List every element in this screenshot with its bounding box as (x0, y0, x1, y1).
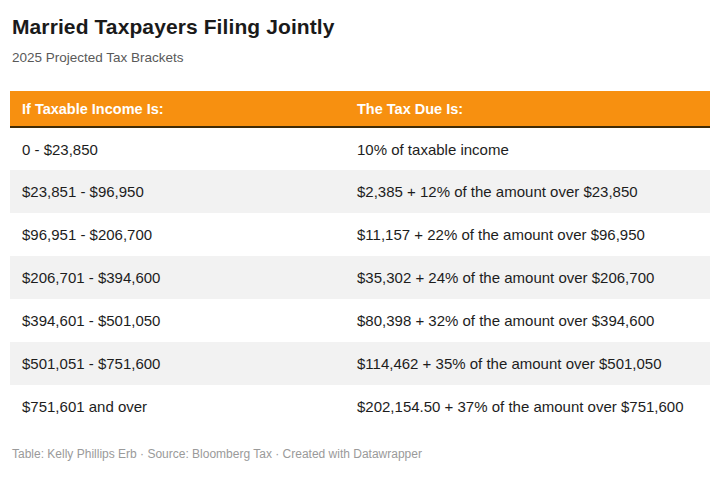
tax-due-cell: $35,302 + 24% of the amount over $206,70… (345, 256, 710, 299)
income-range-cell: $394,601 - $501,050 (10, 299, 345, 342)
income-range-cell: 0 - $23,850 (10, 127, 345, 170)
tax-due-cell: $80,398 + 32% of the amount over $394,60… (345, 299, 710, 342)
table-row: $96,951 - $206,700 $11,157 + 22% of the … (10, 213, 710, 256)
table-header: If Taxable Income Is: The Tax Due Is: (10, 91, 710, 127)
income-range-cell: $501,051 - $751,600 (10, 342, 345, 385)
tax-brackets-table: If Taxable Income Is: The Tax Due Is: 0 … (10, 91, 710, 428)
page-title: Married Taxpayers Filing Jointly (12, 14, 708, 40)
tax-due-cell: $202,154.50 + 37% of the amount over $75… (345, 385, 710, 428)
page-subtitle: 2025 Projected Tax Brackets (12, 49, 708, 66)
table-row: $751,601 and over $202,154.50 + 37% of t… (10, 385, 710, 428)
table-row: $394,601 - $501,050 $80,398 + 32% of the… (10, 299, 710, 342)
attribution-footer: Table: Kelly Phillips Erb · Source: Bloo… (12, 447, 708, 462)
column-header-tax-due: The Tax Due Is: (345, 91, 710, 127)
tax-due-cell: $11,157 + 22% of the amount over $96,950 (345, 213, 710, 256)
table-body: 0 - $23,850 10% of taxable income $23,85… (10, 127, 710, 428)
tax-due-cell: $114,462 + 35% of the amount over $501,0… (345, 342, 710, 385)
income-range-cell: $206,701 - $394,600 (10, 256, 345, 299)
income-range-cell: $96,951 - $206,700 (10, 213, 345, 256)
table-row: 0 - $23,850 10% of taxable income (10, 127, 710, 170)
table-row: $501,051 - $751,600 $114,462 + 35% of th… (10, 342, 710, 385)
income-range-cell: $23,851 - $96,950 (10, 170, 345, 213)
table-row: $206,701 - $394,600 $35,302 + 24% of the… (10, 256, 710, 299)
header-row: If Taxable Income Is: The Tax Due Is: (10, 91, 710, 127)
income-range-cell: $751,601 and over (10, 385, 345, 428)
table-graphic: Married Taxpayers Filing Jointly 2025 Pr… (0, 0, 720, 486)
tax-due-cell: 10% of taxable income (345, 127, 710, 170)
table-row: $23,851 - $96,950 $2,385 + 12% of the am… (10, 170, 710, 213)
tax-due-cell: $2,385 + 12% of the amount over $23,850 (345, 170, 710, 213)
column-header-taxable-income: If Taxable Income Is: (10, 91, 345, 127)
